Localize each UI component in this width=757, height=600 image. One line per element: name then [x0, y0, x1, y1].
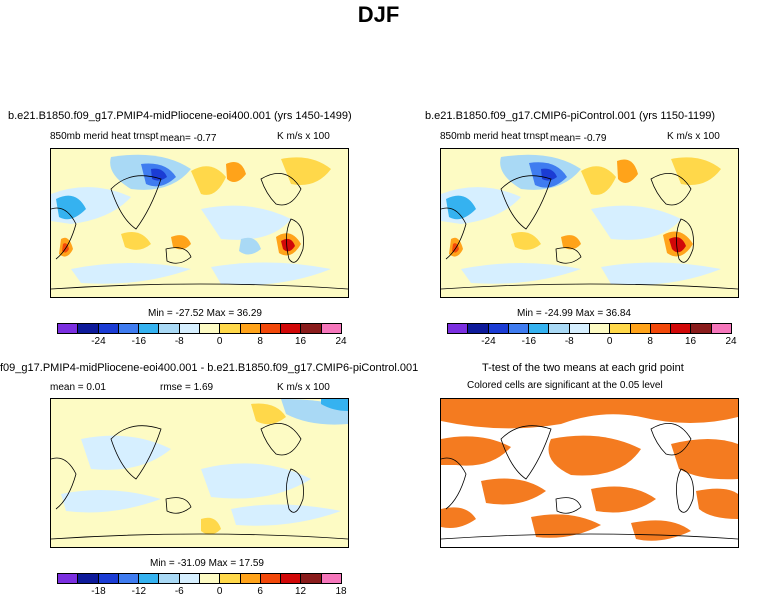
panel2-minmax: Min = -24.99 Max = 36.84: [517, 308, 631, 319]
colorbar-swatch: [179, 574, 200, 583]
colorbar-tick-label: -16: [521, 336, 537, 347]
colorbar-tick-label: -24: [481, 336, 496, 347]
colorbar-tick-label: 24: [725, 336, 737, 347]
colorbar-tick-label: 18: [335, 586, 347, 597]
panel3-minmax: Min = -31.09 Max = 17.59: [150, 558, 264, 569]
panel1-units: K m/s x 100: [277, 131, 330, 142]
colorbar-swatch: [281, 324, 302, 333]
colorbar-tick-label: -8: [564, 336, 574, 347]
colorbar-swatch: [58, 324, 79, 333]
colorbar-swatch: [139, 324, 160, 333]
colorbar-swatch: [691, 324, 712, 333]
colorbar-tick-label: -16: [131, 336, 147, 347]
colorbar-tick-label: 8: [647, 336, 653, 347]
colorbar-swatch: [139, 574, 160, 583]
colorbar-swatch: [281, 574, 302, 583]
colorbar-swatch: [569, 324, 590, 333]
colorbar-tick-label: 12: [295, 586, 307, 597]
colorbar-swatch: [468, 324, 489, 333]
panel3-title: f09_g17.PMIP4-midPliocene-eoi400.001 - b…: [0, 362, 419, 374]
panel1-map: [50, 148, 349, 298]
panel3-mean: mean = 0.01: [50, 382, 106, 393]
colorbar-swatch: [650, 324, 672, 333]
panel1-variable: 850mb merid heat trnspt: [50, 131, 159, 142]
panel4-map: [440, 398, 739, 548]
colorbar-swatch: [78, 324, 99, 333]
colorbar-swatch: [630, 324, 651, 333]
colorbar-swatch: [199, 324, 221, 333]
colorbar-swatch: [98, 574, 119, 583]
colorbar-swatch: [260, 324, 282, 333]
colorbar-swatch: [220, 324, 241, 333]
colorbar-swatch: [301, 574, 322, 583]
colorbar-swatch: [610, 324, 631, 333]
colorbar-tick-label: -8: [174, 336, 184, 347]
colorbar-swatch: [549, 324, 570, 333]
colorbar-swatch: [78, 574, 99, 583]
figure-title: DJF: [357, 2, 400, 27]
colorbar-swatch: [301, 324, 322, 333]
colorbar-swatch: [199, 574, 221, 583]
panel3-units: K m/s x 100: [277, 382, 330, 393]
colorbar-swatch: [321, 574, 341, 583]
colorbar-swatch: [58, 574, 79, 583]
colorbar-swatch: [321, 324, 341, 333]
colorbar-swatch: [488, 324, 509, 333]
panel1-colorbar: [57, 323, 342, 334]
colorbar-tick-label: 8: [257, 336, 263, 347]
panel1-title: b.e21.B1850.f09_g17.PMIP4-midPliocene-eo…: [8, 110, 352, 122]
colorbar-swatch: [589, 324, 611, 333]
colorbar-tick-label: -12: [131, 586, 147, 597]
colorbar-tick-label: 24: [335, 336, 347, 347]
colorbar-swatch: [240, 574, 261, 583]
colorbar-tick-label: -18: [91, 586, 106, 597]
colorbar-tick-label: 16: [685, 336, 697, 347]
colorbar-swatch: [159, 324, 180, 333]
colorbar-swatch: [179, 324, 200, 333]
colorbar-swatch: [529, 324, 550, 333]
colorbar-swatch: [448, 324, 469, 333]
colorbar-swatch: [220, 574, 241, 583]
colorbar-tick-label: 16: [295, 336, 307, 347]
panel4-subtitle: Colored cells are significant at the 0.0…: [467, 380, 663, 391]
panel2-title: b.e21.B1850.f09_g17.CMIP6-piControl.001 …: [425, 110, 716, 122]
colorbar-swatch: [260, 574, 282, 583]
colorbar-tick-label: 0: [216, 586, 223, 597]
colorbar-tick-label: 0: [606, 336, 613, 347]
panel2-variable: 850mb merid heat trnspt: [440, 131, 549, 142]
colorbar-tick-label: -24: [91, 336, 106, 347]
panel2-colorbar: [447, 323, 732, 334]
panel1-mean: mean= -0.77: [160, 133, 217, 144]
panel3-map: [50, 398, 349, 548]
panel4-title: T-test of the two means at each grid poi…: [482, 362, 684, 374]
colorbar-swatch: [118, 574, 140, 583]
colorbar-swatch: [118, 324, 140, 333]
colorbar-swatch: [159, 574, 180, 583]
panel3-rmse: rmse = 1.69: [160, 382, 214, 393]
colorbar-tick-label: -6: [174, 586, 184, 597]
panel2-units: K m/s x 100: [667, 131, 720, 142]
panel3-colorbar: [57, 573, 342, 584]
colorbar-swatch: [711, 324, 731, 333]
colorbar-swatch: [98, 324, 119, 333]
colorbar-swatch: [240, 324, 261, 333]
colorbar-swatch: [671, 324, 692, 333]
panel2-mean: mean= -0.79: [550, 133, 607, 144]
colorbar-tick-label: 0: [216, 336, 223, 347]
colorbar-swatch: [508, 324, 530, 333]
panel1-minmax: Min = -27.52 Max = 36.29: [148, 308, 262, 319]
colorbar-tick-label: 6: [257, 586, 263, 597]
panel2-map: [440, 148, 739, 298]
